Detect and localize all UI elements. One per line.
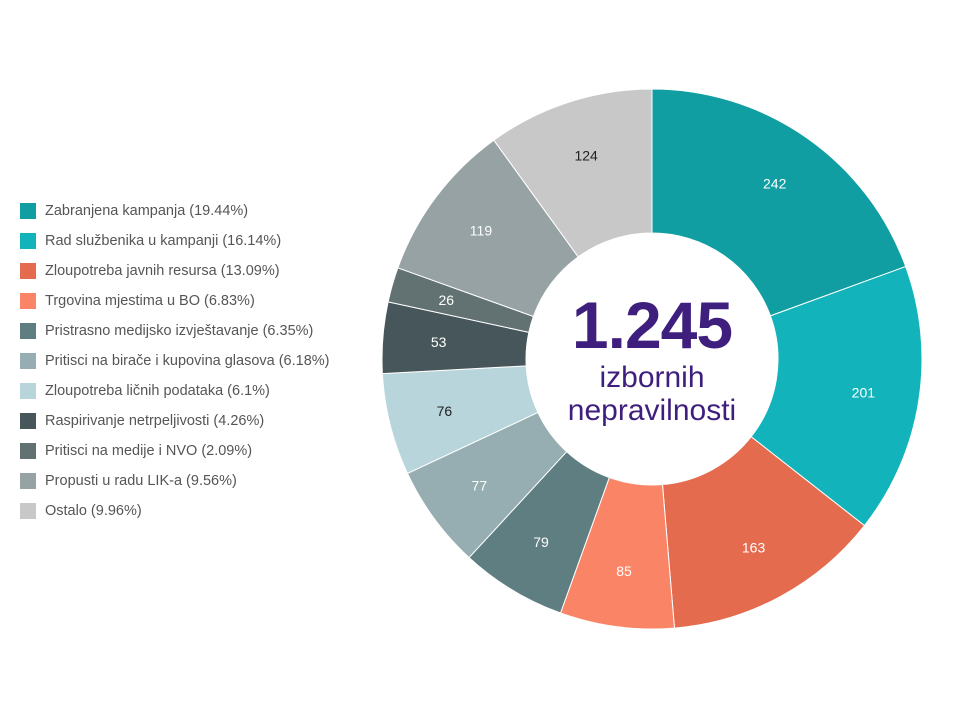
center-label-line1: izbornih [599,361,704,394]
legend-swatch-8 [20,443,36,459]
slice-value-label-8: 26 [438,292,454,308]
legend-item-3: Trgovina mjestima u BO (6.83%) [20,286,330,316]
slice-10 [493,88,653,258]
legend-item-10: Ostalo (9.96%) [20,496,330,526]
legend-swatch-3 [20,293,36,309]
slice-0 [651,88,907,317]
legend-swatch-10 [20,503,36,519]
legend-swatch-0 [20,203,36,219]
legend-item-8: Pritisci na medije i NVO (2.09%) [20,436,330,466]
legend-label-0: Zabranjena kampanja (19.44%) [45,203,249,219]
legend-label-6: Zloupotreba ličnih podataka (6.1%) [45,383,270,399]
slice-value-label-7: 53 [431,334,447,350]
slice-value-label-1: 201 [852,385,876,401]
legend-item-1: Rad službenika u kampanji (16.14%) [20,226,330,256]
legend-swatch-6 [20,383,36,399]
slice-value-label-2: 163 [742,539,766,555]
legend-swatch-7 [20,413,36,429]
slice-value-label-0: 242 [763,176,787,192]
slice-value-label-9: 119 [470,222,493,238]
legend-swatch-2 [20,263,36,279]
legend-label-1: Rad službenika u kampanji (16.14%) [45,233,282,249]
slice-value-label-10: 124 [574,147,598,163]
legend-label-10: Ostalo (9.96%) [45,503,142,519]
legend-swatch-4 [20,323,36,339]
slice-value-label-4: 79 [533,534,549,550]
slice-2 [661,436,866,629]
legend-item-9: Propusti u radu LIK-a (9.56%) [20,466,330,496]
legend-label-2: Zloupotreba javnih resursa (13.09%) [45,263,280,279]
legend-label-9: Propusti u radu LIK-a (9.56%) [45,473,237,489]
legend-label-3: Trgovina mjestima u BO (6.83%) [45,293,255,309]
legend-label-4: Pristrasno medijsko izvještavanje (6.35%… [45,323,314,339]
legend-label-8: Pritisci na medije i NVO (2.09%) [45,443,253,459]
legend-swatch-5 [20,353,36,369]
slice-1 [750,265,923,527]
legend-label-5: Pritisci na birače i kupovina glasova (6… [45,353,330,369]
center-total: 1.245 [572,288,732,362]
legend-item-4: Pristrasno medijsko izvještavanje (6.35%… [20,316,330,346]
slice-value-label-6: 76 [437,403,453,419]
chart-legend: Zabranjena kampanja (19.44%) Rad službeni… [20,196,330,526]
donut-slices [381,88,923,630]
donut-slice-labels: 242 201 163 85 79 77 76 53 26 119 124 [431,147,875,579]
legend-label-7: Raspirivanje netrpeljivosti (4.26%) [45,413,265,429]
legend-item-0: Zabranjena kampanja (19.44%) [20,196,330,226]
legend-swatch-1 [20,233,36,249]
slice-value-label-3: 85 [616,563,632,579]
legend-swatch-9 [20,473,36,489]
legend-item-2: Zloupotreba javnih resursa (13.09%) [20,256,330,286]
legend-item-6: Zloupotreba ličnih podataka (6.1%) [20,376,330,406]
center-label-line2: nepravilnosti [568,394,736,427]
slice-value-label-5: 77 [472,477,488,493]
legend-item-5: Pritisci na birače i kupovina glasova (6… [20,346,330,376]
legend-item-7: Raspirivanje netrpeljivosti (4.26%) [20,406,330,436]
